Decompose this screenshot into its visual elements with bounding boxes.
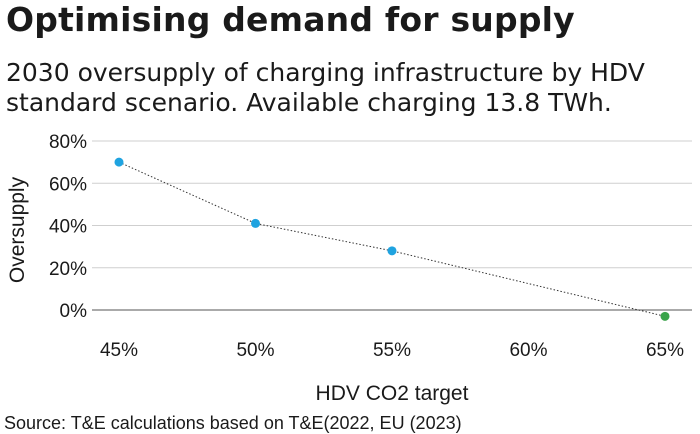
chart-title: Optimising demand for supply <box>6 0 575 39</box>
x-tick-label: 45% <box>100 340 138 361</box>
data-points <box>114 157 670 321</box>
data-point-45pct <box>114 157 124 167</box>
y-tick-label: 80% <box>49 132 87 153</box>
y-tick-label: 0% <box>60 301 88 322</box>
x-tick-label: 60% <box>509 340 547 361</box>
x-tick-label: 65% <box>646 340 684 361</box>
source-note: Source: T&E calculations based on T&E(20… <box>4 413 462 433</box>
gridlines <box>92 140 692 311</box>
data-point-55pct <box>387 246 397 256</box>
trend-line <box>118 161 666 317</box>
y-tick-label: 40% <box>49 217 87 238</box>
y-axis-label: Oversupply <box>6 176 29 283</box>
y-tick-label: 60% <box>49 174 87 195</box>
y-tick-labels: 80% 60% 40% 20% 0% <box>49 132 87 322</box>
y-tick-label: 20% <box>49 259 87 280</box>
x-tick-labels: 45% 50% 55% 60% 65% <box>100 340 684 361</box>
trend-line-path <box>118 161 666 317</box>
data-point-65pct <box>660 311 670 321</box>
subtitle-line-2: standard scenario. Available charging 13… <box>6 88 612 117</box>
x-axis-label: HDV CO2 target <box>316 382 469 405</box>
chart-subtitle: 2030 oversupply of charging infrastructu… <box>6 58 700 118</box>
x-tick-label: 50% <box>236 340 274 361</box>
scatter-chart: 80% 60% 40% 20% 0% 45% 50% 55% 60% 65% Oversuppl… <box>6 132 692 405</box>
data-point-50pct <box>251 218 260 228</box>
x-tick-label: 55% <box>373 340 411 361</box>
subtitle-line-1: 2030 oversupply of charging infrastructu… <box>6 58 645 87</box>
